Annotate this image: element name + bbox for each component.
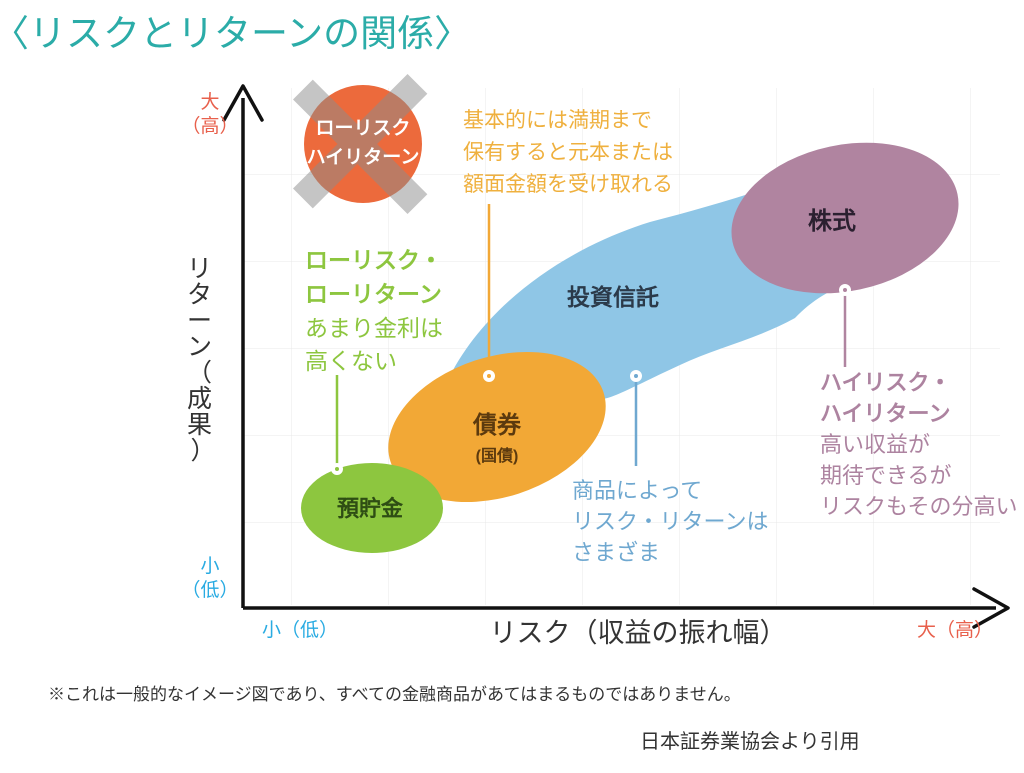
svg-text:（高）: （高） xyxy=(181,115,238,137)
svg-text:大: 大 xyxy=(200,91,219,113)
svg-text:ハイリターン: ハイリターン xyxy=(307,146,420,168)
svg-text:(国債): (国債) xyxy=(476,446,519,465)
svg-text:※これは一般的なイメージ図であり、すべての金融商品があてはま: ※これは一般的なイメージ図であり、すべての金融商品があてはまるものではありません… xyxy=(48,685,741,704)
svg-text:〈リスクとリターンの関係〉: 〈リスクとリターンの関係〉 xyxy=(0,13,471,54)
svg-text:リ タ ー ン: リ タ ー ン （ 成 果 ） xyxy=(187,255,219,465)
svg-text:日本証券業協会より引用: 日本証券業協会より引用 xyxy=(640,730,860,753)
svg-text:債券: 債券 xyxy=(472,411,522,439)
svg-text:ローリスク: ローリスク xyxy=(315,117,410,139)
svg-text:（低）: （低） xyxy=(181,579,238,601)
svg-text:小: 小 xyxy=(200,555,219,577)
svg-text:リスク（収益の振れ幅）: リスク（収益の振れ幅） xyxy=(490,618,787,648)
svg-text:預貯金: 預貯金 xyxy=(337,496,404,521)
svg-text:投資信託: 投資信託 xyxy=(567,284,659,310)
svg-text:大（高）: 大（高） xyxy=(917,619,993,641)
svg-text:小（低）: 小（低） xyxy=(262,619,338,641)
svg-text:株式: 株式 xyxy=(808,208,856,235)
svg-text:基本的には満期まで 保有すると元本または: 基本的には満期まで 保有すると元本または 額面金額を受け取れる xyxy=(463,109,677,196)
